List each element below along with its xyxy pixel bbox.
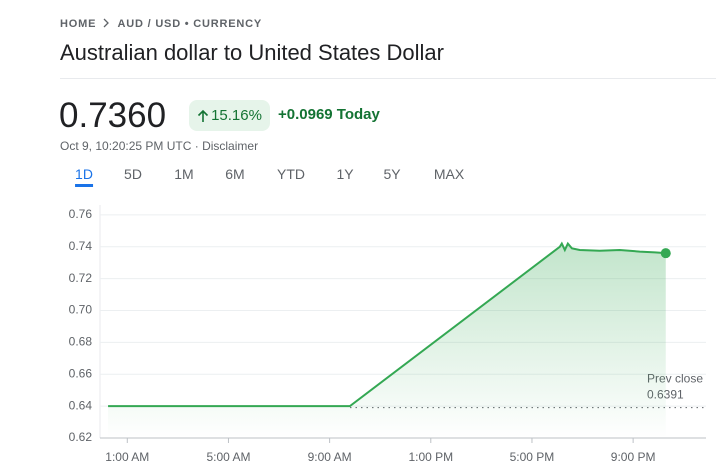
range-tab[interactable]: 1M [174,166,194,182]
last-point [660,248,671,259]
price: 0.7360 [59,96,167,135]
range-tab[interactable]: 1D [75,166,93,187]
chevron [103,18,109,28]
range-tab[interactable]: 1Y [336,166,354,182]
line [108,241,666,408]
x-tick-label: 1:00 PM [408,450,453,464]
y-tick-label: 0.72 [69,271,93,285]
breadcrumb: HOME AUD / USD • CURRENCY [60,17,262,30]
divider [60,78,716,79]
breadcrumb-current: AUD / USD • CURRENCY [117,18,263,30]
breadcrumb-home[interactable]: HOME [60,18,97,30]
x-tick-label: 9:00 AM [308,450,352,464]
change-pill: 15.16% [189,100,270,131]
y-tick-label: 0.74 [69,239,93,253]
change-percent: 15.16% [211,107,262,124]
area [108,243,666,438]
range-tab[interactable]: 6M [225,166,245,182]
y-tick-label: 0.62 [69,430,93,444]
range-tab[interactable]: 5D [124,166,142,182]
y-tick-label: 0.70 [69,303,93,317]
x-tick-label: 5:00 AM [206,450,250,464]
x-tick-label: 1:00 AM [105,450,149,464]
x-tick-label: 9:00 PM [611,450,656,464]
change: +0.0969 Today [278,106,380,123]
x-tick-label: 5:00 PM [510,450,555,464]
y-tick-label: 0.64 [69,398,93,412]
y-tick-label: 0.68 [69,335,93,349]
y-tick-label: 0.66 [69,366,93,380]
disclaimer-link[interactable]: Disclaimer [202,139,259,153]
range-tab[interactable]: YTD [277,166,305,182]
timestamp-row: Oct 9, 10:20:25 PM UTC · Disclaimer [60,139,258,153]
range-tab[interactable]: MAX [433,166,465,182]
arrow-up [197,109,209,122]
range-tab[interactable]: 5Y [383,166,401,182]
timestamp: Oct 9, 10:20:25 PM UTC · [60,139,199,153]
title: Australian dollar to United States Dolla… [60,40,444,65]
y-tick-label: 0.76 [69,207,93,221]
